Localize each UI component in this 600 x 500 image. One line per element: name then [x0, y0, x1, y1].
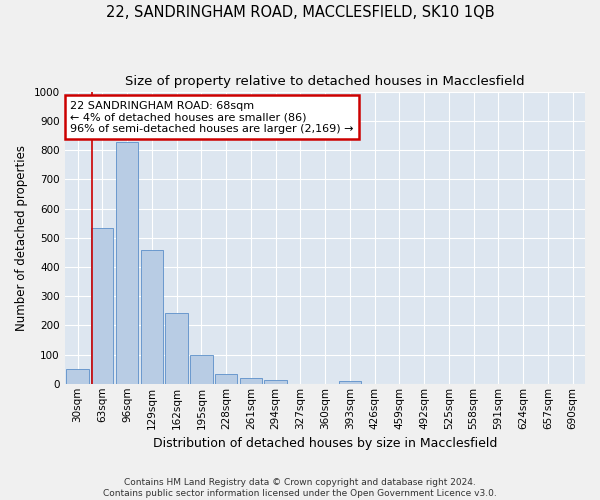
Bar — [190, 356, 212, 384]
Text: 22 SANDRINGHAM ROAD: 68sqm
← 4% of detached houses are smaller (86)
96% of semi-: 22 SANDRINGHAM ROAD: 68sqm ← 4% of detac… — [70, 100, 354, 134]
Bar — [240, 378, 262, 384]
Text: Contains HM Land Registry data © Crown copyright and database right 2024.
Contai: Contains HM Land Registry data © Crown c… — [103, 478, 497, 498]
Bar — [166, 313, 188, 384]
Bar — [67, 369, 89, 384]
Bar — [215, 374, 237, 384]
Bar — [265, 380, 287, 384]
Bar — [339, 382, 361, 384]
Bar — [141, 250, 163, 384]
Bar — [116, 142, 138, 384]
Title: Size of property relative to detached houses in Macclesfield: Size of property relative to detached ho… — [125, 75, 525, 88]
X-axis label: Distribution of detached houses by size in Macclesfield: Distribution of detached houses by size … — [153, 437, 497, 450]
Y-axis label: Number of detached properties: Number of detached properties — [15, 145, 28, 331]
Bar — [91, 228, 113, 384]
Text: 22, SANDRINGHAM ROAD, MACCLESFIELD, SK10 1QB: 22, SANDRINGHAM ROAD, MACCLESFIELD, SK10… — [106, 5, 494, 20]
